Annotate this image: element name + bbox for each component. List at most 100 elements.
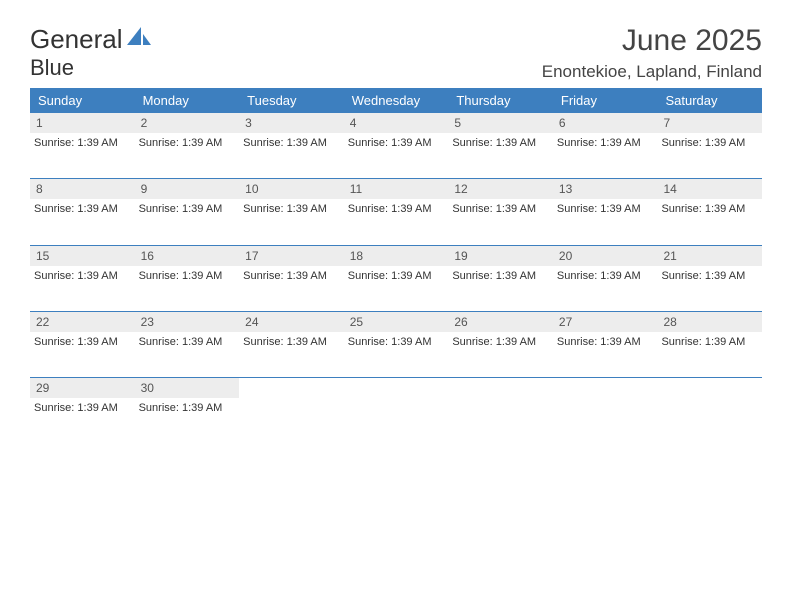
day-content-row: Sunrise: 1:39 AMSunrise: 1:39 AMSunrise:… [30, 266, 762, 283]
day-sunrise-label: Sunrise: 1:39 AM [448, 133, 553, 150]
day-number: 30 [135, 378, 240, 398]
day-sunrise-label: Sunrise: 1:39 AM [344, 266, 449, 283]
day-number: 22 [30, 312, 135, 332]
day-content-row: Sunrise: 1:39 AMSunrise: 1:39 AM [30, 398, 762, 415]
day-content-row: Sunrise: 1:39 AMSunrise: 1:39 AMSunrise:… [30, 133, 762, 150]
day-sunrise-label: Sunrise: 1:39 AM [344, 133, 449, 150]
day-number: 14 [657, 179, 762, 199]
location-label: Enontekioe, Lapland, Finland [542, 62, 762, 82]
weekday-header-row: Sunday Monday Tuesday Wednesday Thursday… [30, 88, 762, 113]
day-sunrise-label: Sunrise: 1:39 AM [657, 266, 762, 283]
day-number-row: 22232425262728 [30, 312, 762, 332]
day-content-row: Sunrise: 1:39 AMSunrise: 1:39 AMSunrise:… [30, 332, 762, 349]
day-number [239, 378, 344, 398]
logo-sail-icon [127, 27, 153, 52]
week-block: 1234567Sunrise: 1:39 AMSunrise: 1:39 AMS… [30, 113, 762, 150]
logo-text-blue: Blue [30, 55, 153, 81]
weekday-wednesday: Wednesday [344, 88, 449, 113]
logo-text-general: General [30, 24, 123, 55]
day-number-row: 891011121314 [30, 179, 762, 199]
weeks-container: 1234567Sunrise: 1:39 AMSunrise: 1:39 AMS… [30, 113, 762, 415]
day-number: 19 [448, 246, 553, 266]
day-number: 11 [344, 179, 449, 199]
day-sunrise-label: Sunrise: 1:39 AM [239, 266, 344, 283]
day-number: 23 [135, 312, 240, 332]
week-block: 2930Sunrise: 1:39 AMSunrise: 1:39 AM [30, 377, 762, 415]
title-block: June 2025 Enontekioe, Lapland, Finland [542, 24, 762, 82]
day-number: 2 [135, 113, 240, 133]
day-number: 18 [344, 246, 449, 266]
logo: General Blue [30, 24, 153, 81]
day-number: 8 [30, 179, 135, 199]
day-number: 15 [30, 246, 135, 266]
day-number: 7 [657, 113, 762, 133]
day-number [553, 378, 658, 398]
day-number: 12 [448, 179, 553, 199]
day-sunrise-label: Sunrise: 1:39 AM [30, 398, 135, 415]
day-sunrise-label [657, 398, 762, 415]
day-sunrise-label: Sunrise: 1:39 AM [448, 199, 553, 216]
day-number: 5 [448, 113, 553, 133]
day-number: 13 [553, 179, 658, 199]
day-number: 4 [344, 113, 449, 133]
day-number-row: 15161718192021 [30, 246, 762, 266]
day-sunrise-label: Sunrise: 1:39 AM [657, 199, 762, 216]
day-sunrise-label [344, 398, 449, 415]
weekday-tuesday: Tuesday [239, 88, 344, 113]
day-sunrise-label: Sunrise: 1:39 AM [657, 332, 762, 349]
day-sunrise-label: Sunrise: 1:39 AM [553, 199, 658, 216]
month-title: June 2025 [542, 24, 762, 58]
weekday-friday: Friday [553, 88, 658, 113]
day-sunrise-label: Sunrise: 1:39 AM [30, 199, 135, 216]
day-sunrise-label: Sunrise: 1:39 AM [30, 133, 135, 150]
day-sunrise-label: Sunrise: 1:39 AM [239, 332, 344, 349]
day-sunrise-label [448, 398, 553, 415]
week-block: 891011121314Sunrise: 1:39 AMSunrise: 1:3… [30, 178, 762, 216]
calendar: Sunday Monday Tuesday Wednesday Thursday… [30, 88, 762, 415]
day-number: 27 [553, 312, 658, 332]
day-sunrise-label: Sunrise: 1:39 AM [135, 199, 240, 216]
day-sunrise-label: Sunrise: 1:39 AM [30, 266, 135, 283]
day-sunrise-label [553, 398, 658, 415]
day-sunrise-label: Sunrise: 1:39 AM [135, 332, 240, 349]
weekday-saturday: Saturday [657, 88, 762, 113]
day-sunrise-label: Sunrise: 1:39 AM [135, 133, 240, 150]
week-block: 15161718192021Sunrise: 1:39 AMSunrise: 1… [30, 245, 762, 283]
day-number [448, 378, 553, 398]
day-sunrise-label: Sunrise: 1:39 AM [239, 133, 344, 150]
day-content-row: Sunrise: 1:39 AMSunrise: 1:39 AMSunrise:… [30, 199, 762, 216]
day-number: 6 [553, 113, 658, 133]
day-sunrise-label: Sunrise: 1:39 AM [135, 266, 240, 283]
day-number: 24 [239, 312, 344, 332]
day-sunrise-label: Sunrise: 1:39 AM [344, 332, 449, 349]
weekday-thursday: Thursday [448, 88, 553, 113]
weekday-monday: Monday [135, 88, 240, 113]
day-sunrise-label: Sunrise: 1:39 AM [30, 332, 135, 349]
day-sunrise-label: Sunrise: 1:39 AM [344, 199, 449, 216]
week-block: 22232425262728Sunrise: 1:39 AMSunrise: 1… [30, 311, 762, 349]
day-sunrise-label: Sunrise: 1:39 AM [135, 398, 240, 415]
day-number: 29 [30, 378, 135, 398]
day-number: 1 [30, 113, 135, 133]
day-sunrise-label: Sunrise: 1:39 AM [553, 133, 658, 150]
weekday-sunday: Sunday [30, 88, 135, 113]
day-number: 28 [657, 312, 762, 332]
day-number: 17 [239, 246, 344, 266]
day-sunrise-label: Sunrise: 1:39 AM [239, 199, 344, 216]
day-number: 20 [553, 246, 658, 266]
day-sunrise-label: Sunrise: 1:39 AM [448, 332, 553, 349]
day-number-row: 2930 [30, 378, 762, 398]
day-number: 16 [135, 246, 240, 266]
day-number [657, 378, 762, 398]
day-sunrise-label: Sunrise: 1:39 AM [657, 133, 762, 150]
day-sunrise-label: Sunrise: 1:39 AM [448, 266, 553, 283]
day-number: 3 [239, 113, 344, 133]
day-sunrise-label [239, 398, 344, 415]
day-number: 9 [135, 179, 240, 199]
day-number: 21 [657, 246, 762, 266]
day-number: 26 [448, 312, 553, 332]
day-number-row: 1234567 [30, 113, 762, 133]
day-sunrise-label: Sunrise: 1:39 AM [553, 332, 658, 349]
day-number: 25 [344, 312, 449, 332]
day-number [344, 378, 449, 398]
